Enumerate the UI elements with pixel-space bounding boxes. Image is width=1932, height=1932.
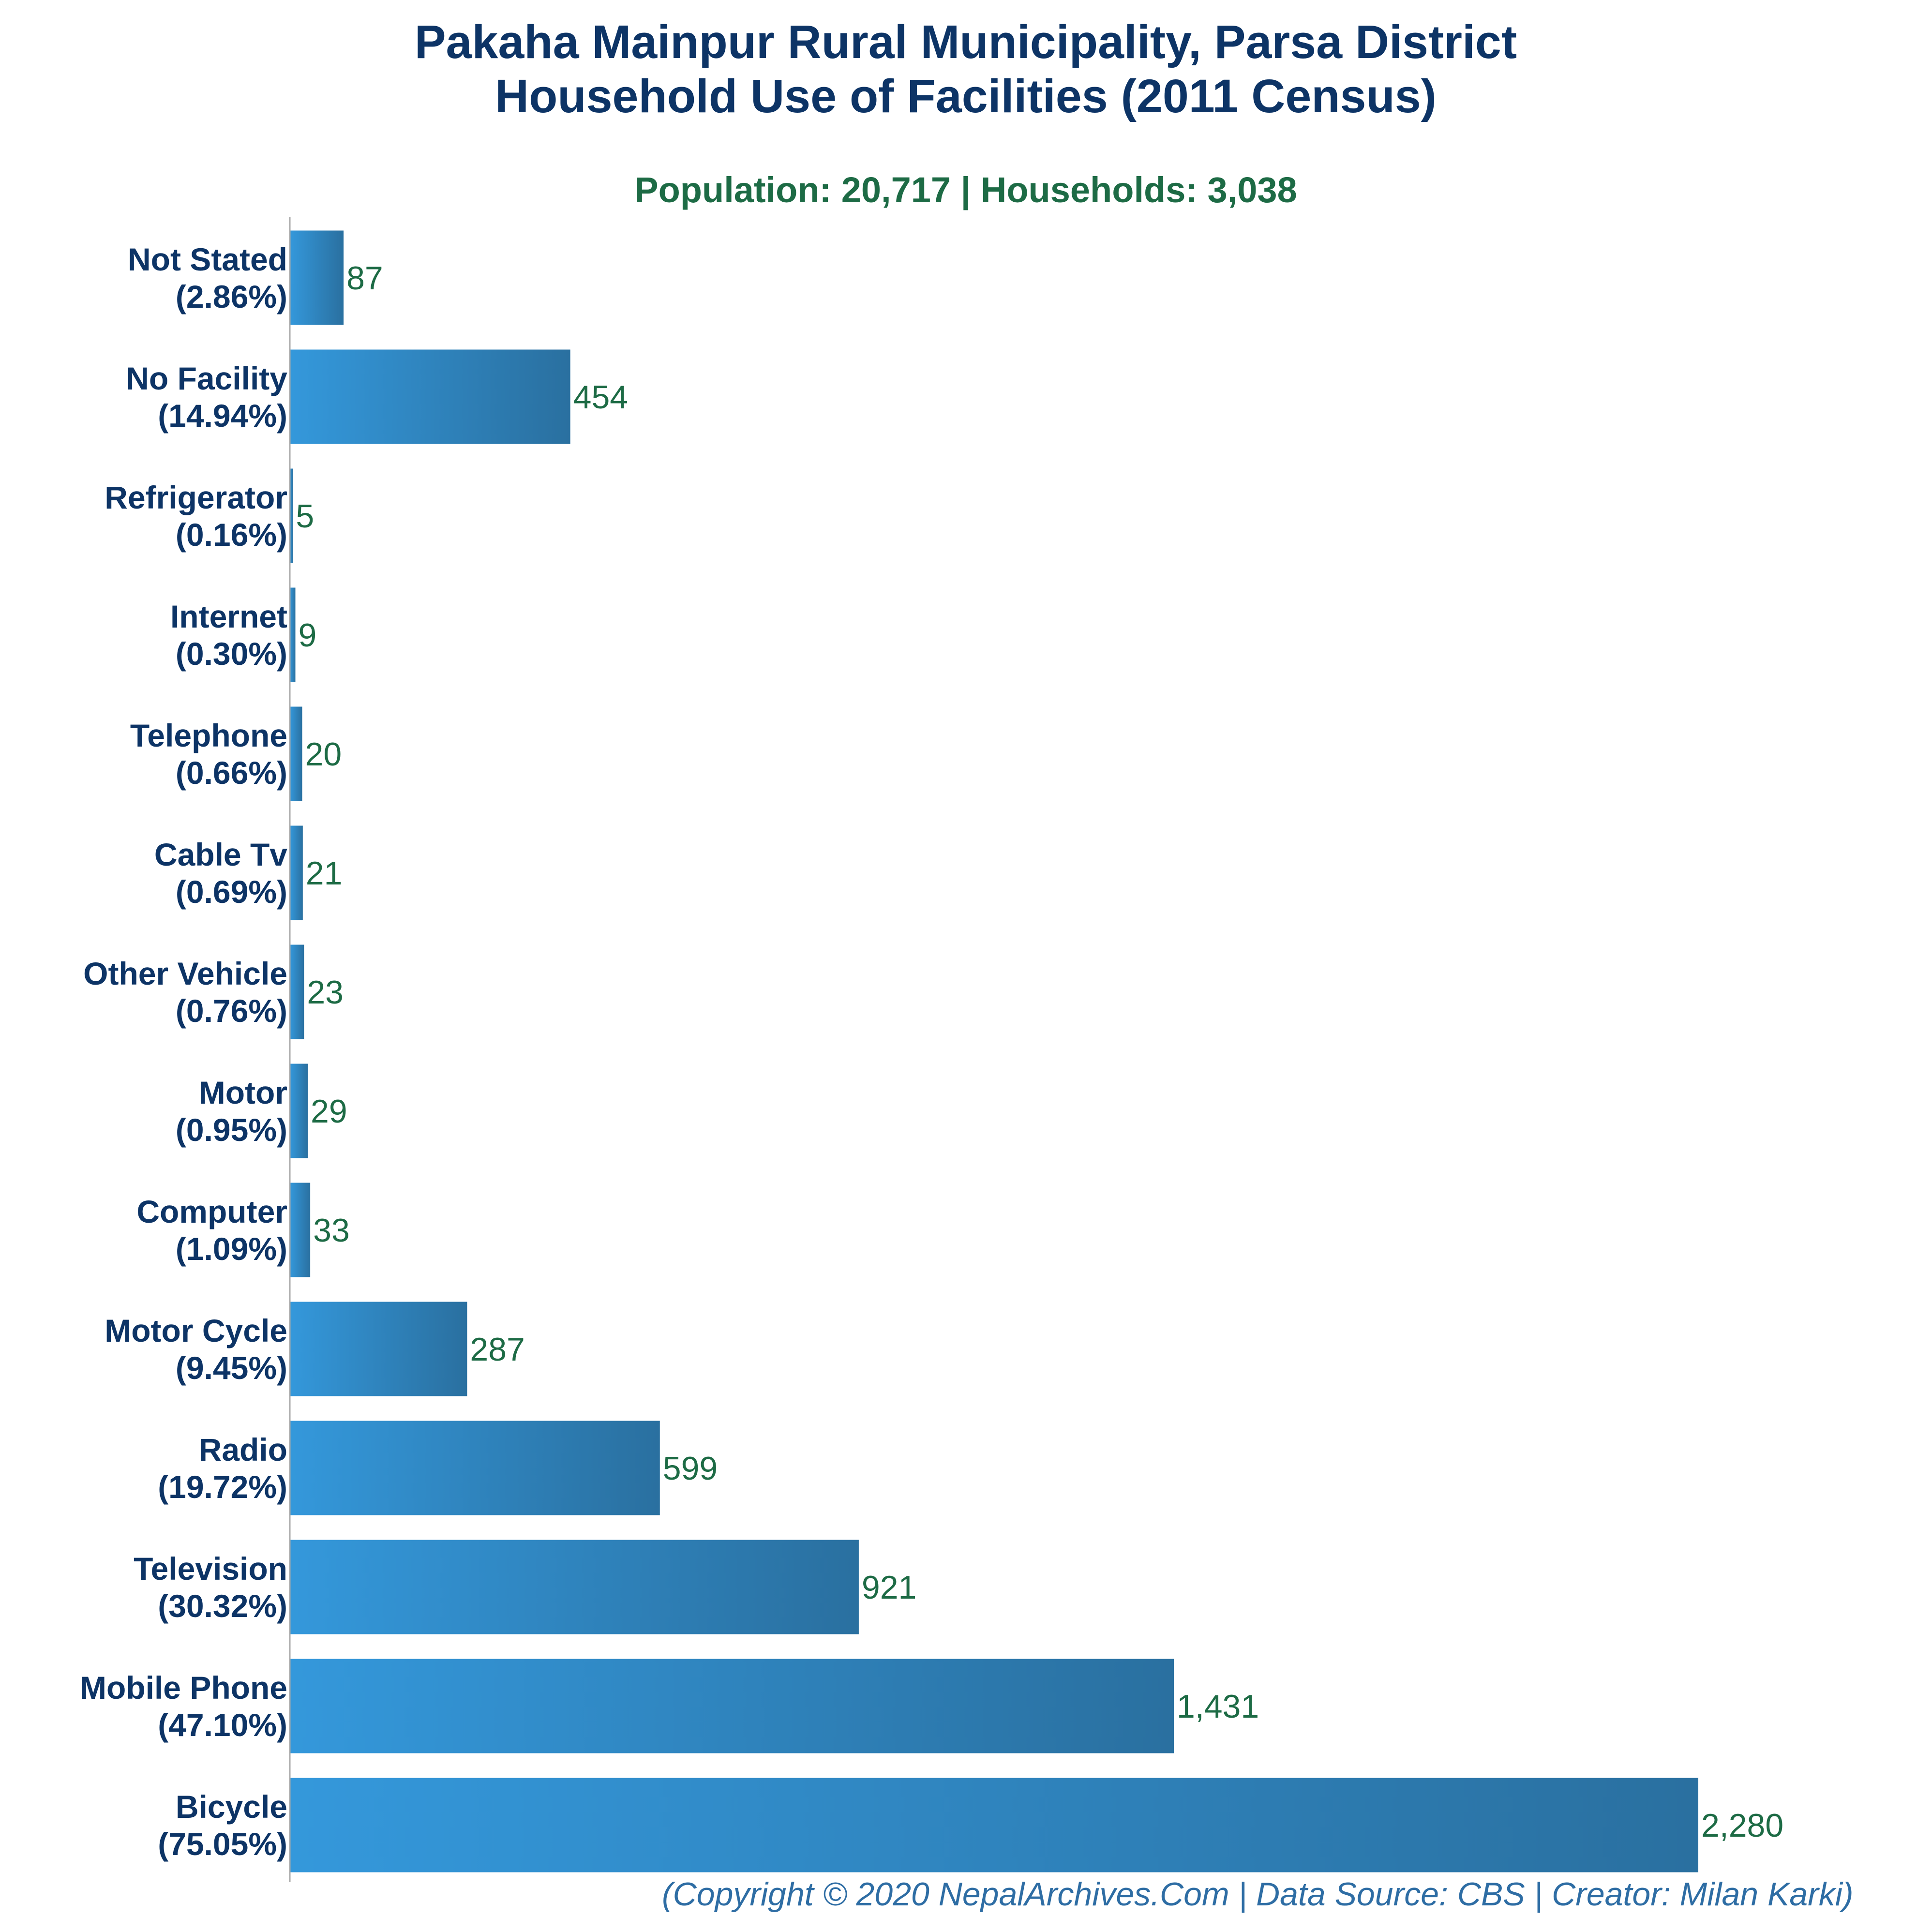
bar-no-facility <box>290 349 570 444</box>
bar-refrigerator <box>290 468 293 563</box>
category-percent-label: (19.72%) <box>158 1469 287 1505</box>
bar-cable-tv <box>290 825 303 920</box>
category-percent-label: (75.05%) <box>158 1826 287 1862</box>
category-percent-label: (0.95%) <box>176 1112 287 1148</box>
category-label: Bicycle <box>176 1789 287 1825</box>
category-label: Computer <box>136 1194 287 1229</box>
category-percent-label: (9.45%) <box>176 1350 287 1386</box>
bar-bicycle <box>290 1778 1698 1872</box>
bar-motor <box>290 1063 308 1158</box>
category-label: Mobile Phone <box>80 1670 287 1706</box>
category-percent-label: (0.76%) <box>176 993 287 1029</box>
category-percent-label: (30.32%) <box>158 1588 287 1624</box>
bar-telephone <box>290 706 302 801</box>
value-label: 87 <box>346 260 383 297</box>
category-label: No Facility <box>126 360 287 396</box>
category-label: Refrigerator <box>105 479 287 515</box>
category-label: Motor Cycle <box>105 1313 287 1348</box>
chart-title-line-1: Pakaha Mainpur Rural Municipality, Parsa… <box>415 15 1517 68</box>
category-percent-label: (1.09%) <box>176 1231 287 1267</box>
bar-television <box>290 1540 859 1634</box>
category-percent-label: (0.69%) <box>176 874 287 910</box>
value-label: 23 <box>307 974 344 1011</box>
category-label: Other Vehicle <box>83 956 287 991</box>
chart-subtitle: Population: 20,717 | Households: 3,038 <box>634 170 1297 210</box>
category-label: Radio <box>199 1432 287 1468</box>
category-label: Motor <box>199 1075 287 1110</box>
value-label: 9 <box>298 617 316 654</box>
footer-credit: (Copyright © 2020 NepalArchives.Com | Da… <box>662 1876 1854 1913</box>
labels-group: 87 Not Stated(2.86%) 454 No Facility(14.94%… <box>80 241 1783 1862</box>
category-label: Television <box>134 1551 287 1587</box>
chart-title-line-2: Household Use of Facilities (2011 Census… <box>495 70 1437 122</box>
bar-other-vehicle <box>290 944 304 1039</box>
category-label: Internet <box>170 599 287 634</box>
category-label: Not Stated <box>128 241 287 277</box>
category-label: Cable Tv <box>154 837 287 872</box>
value-label: 287 <box>470 1331 524 1368</box>
category-percent-label: (0.66%) <box>176 755 287 791</box>
value-label: 29 <box>311 1093 347 1130</box>
bar-mobile-phone <box>290 1659 1174 1753</box>
value-label: 1,431 <box>1177 1688 1259 1725</box>
category-percent-label: (47.10%) <box>158 1707 287 1743</box>
bars-group <box>290 230 1698 1872</box>
value-label: 454 <box>573 379 628 416</box>
value-label: 2,280 <box>1701 1807 1783 1844</box>
bar-not-stated <box>290 230 344 325</box>
category-percent-label: (0.30%) <box>176 636 287 672</box>
value-label: 921 <box>862 1569 916 1606</box>
bar-computer <box>290 1183 311 1277</box>
category-label: Telephone <box>130 718 287 753</box>
bar-motor-cycle <box>290 1302 467 1396</box>
category-percent-label: (14.94%) <box>158 398 287 434</box>
category-percent-label: (2.86%) <box>176 279 287 315</box>
value-label: 33 <box>313 1212 350 1249</box>
value-label: 599 <box>663 1450 718 1487</box>
value-label: 20 <box>305 736 342 773</box>
value-label: 5 <box>296 498 314 535</box>
bar-internet <box>290 587 296 682</box>
value-label: 21 <box>306 855 343 892</box>
bar-radio <box>290 1421 660 1515</box>
category-percent-label: (0.16%) <box>176 517 287 553</box>
